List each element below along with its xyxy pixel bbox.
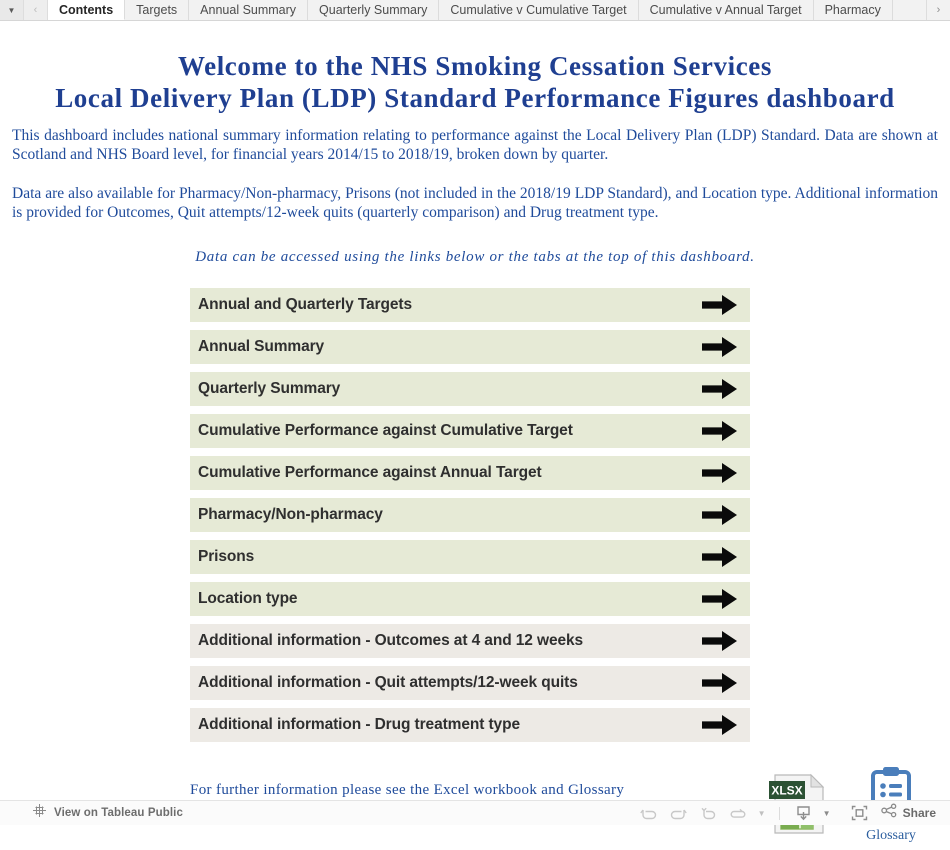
tab-bar: ▼ ‹ Contents Targets Annual Summary Quar… xyxy=(0,0,950,21)
list-item-label: Cumulative Performance against Cumulativ… xyxy=(198,421,573,439)
list-item-cumulative-v-annual-target[interactable]: Cumulative Performance against Annual Ta… xyxy=(190,455,750,490)
tab-quarterly-summary[interactable]: Quarterly Summary xyxy=(308,0,440,20)
refresh-icon xyxy=(730,808,746,818)
arrow-right-icon xyxy=(690,630,750,652)
share-label: Share xyxy=(902,806,936,820)
glossary-link[interactable]: Glossary xyxy=(853,766,929,844)
list-item-prisons[interactable]: Prisons xyxy=(190,539,750,574)
list-item-location-type[interactable]: Location type xyxy=(190,581,750,616)
tab-scroll-left-button[interactable]: ‹ xyxy=(24,0,48,20)
list-item-quit-attempts-12-week-quits[interactable]: Additional information - Quit attempts/1… xyxy=(190,665,750,700)
list-item-drug-treatment-type[interactable]: Additional information - Drug treatment … xyxy=(190,707,750,742)
arrow-right-icon xyxy=(690,672,750,694)
dashboard-sheet: Welcome to the NHS Smoking Cessation Ser… xyxy=(0,21,950,843)
view-on-tableau-public-label: View on Tableau Public xyxy=(54,807,183,819)
list-item-label: Location type xyxy=(198,589,298,607)
refresh-button[interactable] xyxy=(724,802,754,824)
tab-pharmacy[interactable]: Pharmacy xyxy=(813,0,893,20)
tab-cumulative-v-annual-target[interactable]: Cumulative v Annual Target xyxy=(638,0,814,20)
list-item-pharmacy-non-pharmacy[interactable]: Pharmacy/Non-pharmacy xyxy=(190,497,750,532)
access-note: Data can be accessed using the links bel… xyxy=(195,248,755,265)
link-list: Annual and Quarterly Targets Annual Summ… xyxy=(190,287,750,742)
tab-label: Annual Summary xyxy=(200,3,297,17)
fullscreen-button[interactable] xyxy=(845,802,875,824)
svg-text:XLSX: XLSX xyxy=(771,783,802,797)
tab-label: Pharmacy xyxy=(824,3,881,17)
further-information-text: For further information please see the E… xyxy=(190,781,625,798)
list-item-label: Pharmacy/Non-pharmacy xyxy=(198,505,383,523)
redo-button[interactable] xyxy=(664,802,694,824)
list-item-label: Additional information - Drug treatment … xyxy=(198,715,520,733)
fullscreen-icon xyxy=(851,805,868,821)
tab-label: Cumulative v Cumulative Target xyxy=(450,3,627,17)
tab-targets[interactable]: Targets xyxy=(125,0,190,20)
tab-label: Cumulative v Annual Target xyxy=(649,3,802,17)
share-button[interactable]: Share xyxy=(880,803,936,823)
arrow-right-icon xyxy=(690,336,750,358)
list-item-label: Annual Summary xyxy=(198,337,325,355)
arrow-right-icon xyxy=(690,462,750,484)
list-item-label: Cumulative Performance against Annual Ta… xyxy=(198,463,542,481)
arrow-right-icon xyxy=(690,378,750,400)
download-button[interactable] xyxy=(789,802,819,824)
revert-button[interactable] xyxy=(694,802,724,824)
tab-label: Targets xyxy=(136,3,178,17)
tab-label: Contents xyxy=(59,2,114,17)
revert-icon xyxy=(701,807,716,819)
list-item-quarterly-summary[interactable]: Quarterly Summary xyxy=(190,371,750,406)
list-item-label: Quarterly Summary xyxy=(198,379,341,397)
download-caret-down-icon[interactable]: ▼ xyxy=(822,808,831,818)
tableau-logo-icon xyxy=(32,803,47,823)
undo-button[interactable] xyxy=(634,802,664,824)
tab-menu-button[interactable]: ▼ xyxy=(0,0,24,20)
arrow-right-icon xyxy=(690,588,750,610)
arrow-right-icon xyxy=(690,420,750,442)
list-item-annual-summary[interactable]: Annual Summary xyxy=(190,329,750,364)
arrow-right-icon xyxy=(690,294,750,316)
glossary-label: Glossary xyxy=(866,827,916,843)
list-item-annual-and-quarterly-targets[interactable]: Annual and Quarterly Targets xyxy=(190,287,750,322)
list-item-label: Additional information - Outcomes at 4 a… xyxy=(198,631,584,649)
toolbar-actions: ▼ ▼ xyxy=(634,802,936,824)
toolbar-divider xyxy=(778,806,780,820)
intro-paragraph-2: Data are also available for Pharmacy/Non… xyxy=(12,185,938,222)
tab-annual-summary[interactable]: Annual Summary xyxy=(189,0,309,20)
page-title: Welcome to the NHS Smoking Cessation Ser… xyxy=(12,21,938,115)
tab-contents[interactable]: Contents xyxy=(48,0,126,20)
tab-label: Quarterly Summary xyxy=(319,3,428,17)
intro-paragraph-1: This dashboard includes national summary… xyxy=(12,126,938,163)
list-item-label: Additional information - Quit attempts/1… xyxy=(198,673,578,691)
arrow-right-icon xyxy=(690,546,750,568)
bottom-toolbar: View on Tableau Public xyxy=(0,800,950,825)
download-icon xyxy=(797,806,810,821)
title-line-2: Local Delivery Plan (LDP) Standard Perfo… xyxy=(55,82,895,113)
list-item-label: Annual and Quarterly Targets xyxy=(198,295,412,313)
title-line-1: Welcome to the NHS Smoking Cessation Ser… xyxy=(178,51,772,81)
undo-icon xyxy=(640,809,657,819)
tab-cumulative-v-cumulative-target[interactable]: Cumulative v Cumulative Target xyxy=(439,0,639,20)
share-icon xyxy=(880,803,898,823)
refresh-caret-down-icon[interactable]: ▼ xyxy=(757,808,766,818)
view-on-tableau-public-button[interactable]: View on Tableau Public xyxy=(32,803,183,823)
redo-icon xyxy=(670,809,687,819)
arrow-right-icon xyxy=(690,504,750,526)
list-item-outcomes-4-and-12-weeks[interactable]: Additional information - Outcomes at 4 a… xyxy=(190,623,750,658)
arrow-right-icon xyxy=(690,714,750,736)
list-item-label: Prisons xyxy=(198,547,255,565)
list-item-cumulative-v-cumulative-target[interactable]: Cumulative Performance against Cumulativ… xyxy=(190,413,750,448)
tab-scroll-right-button[interactable]: › xyxy=(926,0,950,20)
